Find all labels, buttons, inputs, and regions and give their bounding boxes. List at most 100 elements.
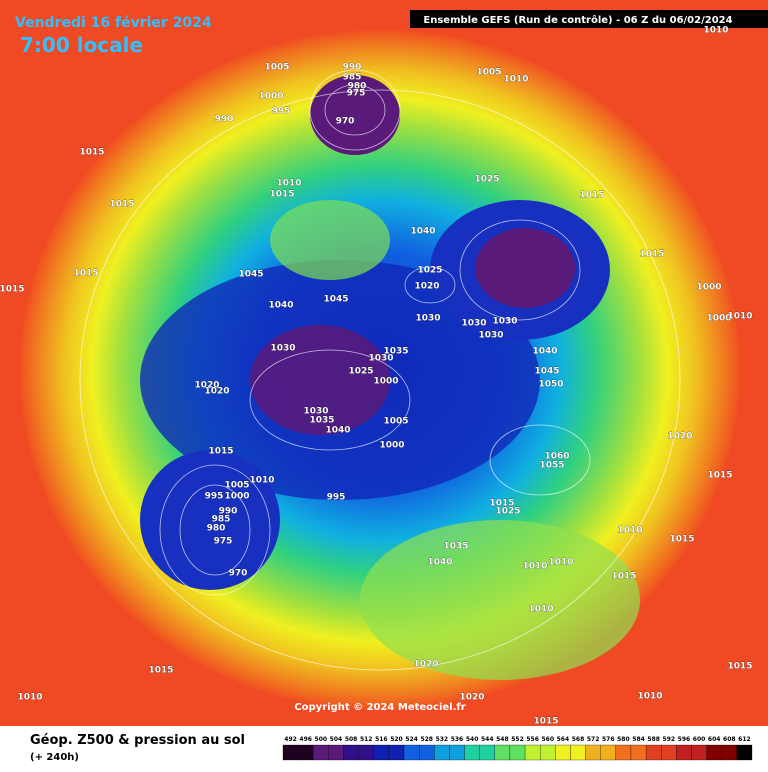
scale-cell: [449, 744, 465, 761]
pressure-label: 975: [214, 537, 233, 547]
pressure-label: 1015: [73, 269, 98, 279]
scale-label: 596: [678, 736, 691, 743]
pressure-label: 1040: [325, 426, 350, 436]
scale-label: 492: [284, 736, 297, 743]
scale-label: 536: [451, 736, 464, 743]
pressure-label: 1005: [476, 68, 501, 78]
pressure-label: 1020: [194, 381, 219, 391]
pressure-label: 1030: [492, 317, 517, 327]
model-info: Ensemble GEFS (Run de contrôle) - 06 Z d…: [423, 14, 732, 26]
pressure-label: 1015: [669, 535, 694, 545]
pressure-label: 990: [215, 115, 234, 125]
pressure-label: 980: [207, 524, 226, 534]
scale-label: 544: [481, 736, 494, 743]
scale-cell: [343, 744, 359, 761]
scale-cell: [615, 744, 632, 761]
pressure-label: 1015: [148, 666, 173, 676]
scale-label: 504: [330, 736, 343, 743]
legend-lead: (+ 240h): [30, 752, 79, 763]
scale-cell: [358, 744, 374, 761]
time: 7:00 locale: [20, 33, 143, 57]
pressure-label: 1025: [348, 367, 373, 377]
ridge: [270, 200, 390, 280]
pressure-label: 1045: [534, 367, 559, 377]
pressure-label: 1005: [264, 63, 289, 73]
scale-label: 548: [496, 736, 509, 743]
pressure-label: 1020: [414, 282, 439, 292]
pressure-label: 1010: [249, 476, 274, 486]
pressure-label: 1025: [474, 175, 499, 185]
pressure-label: 995: [272, 107, 291, 117]
pressure-label: 1015: [707, 471, 732, 481]
pressure-label: 1035: [443, 542, 468, 552]
scale-cell: [600, 744, 616, 761]
ridge: [360, 520, 640, 680]
scale-cell: [403, 744, 420, 761]
scale-label: 516: [375, 736, 388, 743]
pressure-label: 1015: [533, 717, 558, 727]
pressure-label: 1015: [579, 191, 604, 201]
scale-label: 508: [345, 736, 358, 743]
pressure-label: 1010: [548, 558, 573, 568]
pressure-label: 1000: [696, 283, 721, 293]
pressure-label: 1010: [17, 693, 42, 703]
low-core: [310, 75, 400, 155]
pressure-label: 1030: [415, 314, 440, 324]
pressure-label: 1060: [544, 452, 569, 462]
pressure-label: 1045: [323, 295, 348, 305]
scale-label: 552: [511, 736, 524, 743]
pressure-label: 1040: [427, 558, 452, 568]
scale-cell: [297, 744, 314, 761]
scale-cell: [479, 744, 495, 761]
pressure-label: 1040: [532, 347, 557, 357]
scale-label: 588: [647, 736, 660, 743]
scale-label: 568: [572, 736, 585, 743]
scale-cell: [419, 744, 435, 761]
scale-cell: [736, 744, 753, 761]
pressure-label: 990: [219, 507, 238, 517]
pressure-label: 1010: [703, 26, 728, 36]
scale-cell: [524, 744, 541, 761]
pressure-label: 1015: [727, 662, 752, 672]
pressure-label: 1010: [276, 179, 301, 189]
pressure-label: 1000: [224, 492, 249, 502]
pressure-label: 1005: [224, 481, 249, 491]
scale-label: 520: [390, 736, 403, 743]
scale-cell: [706, 744, 722, 761]
scale-label: 600: [693, 736, 706, 743]
scale-label: 564: [557, 736, 570, 743]
pressure-label: 975: [347, 89, 366, 99]
pressure-label: 1005: [383, 417, 408, 427]
pressure-label: 1015: [109, 200, 134, 210]
scale-cell: [282, 744, 299, 761]
pressure-label: 990: [343, 63, 362, 73]
pressure-label: 1055: [539, 461, 564, 471]
scale-label: 608: [723, 736, 736, 743]
pressure-label: 1015: [639, 250, 664, 260]
scale-label: 528: [420, 736, 433, 743]
low-core: [475, 228, 575, 308]
scale-cell: [570, 744, 586, 761]
pressure-label: 1030: [303, 407, 328, 417]
pressure-label: 970: [336, 117, 355, 127]
pressure-label: 1030: [368, 354, 393, 364]
pressure-label: 980: [348, 82, 367, 92]
scale-label: 524: [405, 736, 418, 743]
pressure-label: 1020: [459, 693, 484, 703]
scale-label: 592: [663, 736, 676, 743]
pressure-label: 1000: [706, 314, 731, 324]
pressure-label: 1025: [417, 266, 442, 276]
scale-cell: [373, 744, 390, 761]
pressure-label: 1020: [413, 660, 438, 670]
scale-label: 532: [436, 736, 449, 743]
pressure-label: 1050: [538, 380, 563, 390]
pressure-label: 1000: [379, 441, 404, 451]
pressure-label: 995: [205, 492, 224, 502]
pressure-label: 1000: [373, 377, 398, 387]
pressure-label: 1020: [667, 432, 692, 442]
copyright: Copyright © 2024 Meteociel.fr: [294, 702, 465, 713]
scale-label: 580: [617, 736, 630, 743]
scale-cell: [645, 744, 662, 761]
scale-cell: [540, 744, 556, 761]
